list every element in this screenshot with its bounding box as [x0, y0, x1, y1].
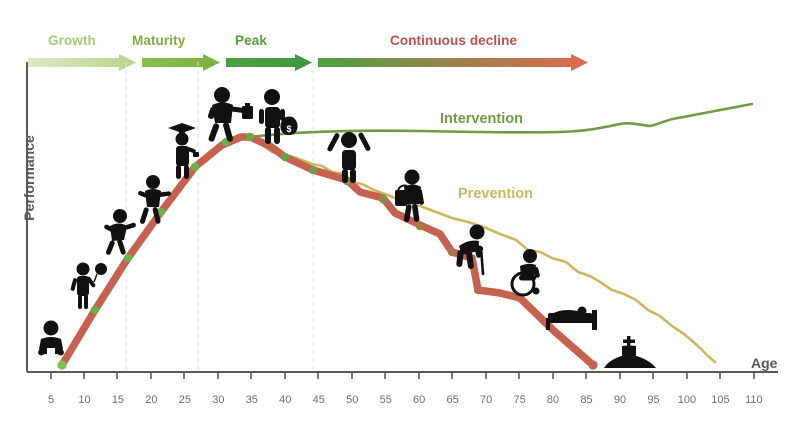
x-tick-35: 35	[245, 394, 258, 406]
graduate-icon	[168, 123, 199, 179]
x-tick-15: 15	[111, 394, 125, 406]
x-tick-30: 30	[212, 394, 225, 406]
x-tick-90: 90	[613, 394, 627, 406]
phase-arrow-continuous-decline	[318, 54, 588, 71]
performance-curve	[58, 133, 597, 369]
x-tick-100: 100	[677, 394, 697, 406]
x-tick-55: 55	[379, 394, 392, 406]
y-axis-title: Performance	[21, 135, 37, 221]
celebrating-adult-icon	[327, 132, 371, 183]
phase-label-growth: Growth	[48, 33, 96, 48]
walking-teen-icon	[138, 175, 171, 224]
intervention-label: Intervention	[440, 111, 523, 127]
phase-arrow-maturity	[142, 54, 220, 71]
adult-with-money-bag-icon: $	[259, 89, 298, 144]
commuter-with-bag-icon	[395, 169, 424, 223]
person-in-wheelchair-icon	[510, 249, 540, 297]
x-tick-110: 110	[745, 394, 763, 406]
axis-ticks	[50, 372, 755, 379]
grave-headstone-icon	[604, 336, 656, 368]
elder-with-cane-icon	[456, 224, 485, 276]
phase-label-peak: Peak	[235, 33, 267, 48]
phase-arrow-peak	[226, 54, 312, 71]
x-tick-65: 65	[446, 394, 459, 406]
phase-arrow-growth	[28, 54, 136, 71]
person-in-bed-icon	[546, 306, 597, 330]
x-tick-95: 95	[647, 394, 660, 406]
x-tick-25: 25	[178, 394, 191, 406]
x-tick-75: 75	[513, 394, 526, 406]
x-tick-70: 70	[479, 394, 493, 406]
pictogram-group: $	[38, 87, 656, 368]
phase-label-continuous-decline: Continuous decline	[390, 33, 518, 48]
x-tick-45: 45	[312, 394, 325, 406]
intervention-curve	[248, 102, 754, 139]
x-tick-60: 60	[413, 394, 426, 406]
x-tick-85: 85	[580, 394, 593, 406]
x-tick-50: 50	[346, 394, 359, 406]
x-tick-105: 105	[711, 394, 730, 406]
phase-label-maturity: Maturity	[132, 33, 186, 48]
toddler-with-balloon-icon	[70, 262, 107, 309]
x-tick-5: 5	[47, 394, 55, 406]
prevention-label: Prevention	[458, 186, 533, 202]
baby-icon	[38, 320, 64, 356]
svg-text:$: $	[286, 124, 291, 134]
x-tick-10: 10	[78, 394, 91, 406]
x-axis-title: Age	[751, 355, 778, 371]
x-tick-80: 80	[546, 394, 560, 406]
running-child-icon	[104, 209, 136, 255]
x-tick-40: 40	[279, 394, 292, 406]
working-adult-icon	[207, 87, 253, 142]
x-tick-20: 20	[145, 394, 158, 406]
